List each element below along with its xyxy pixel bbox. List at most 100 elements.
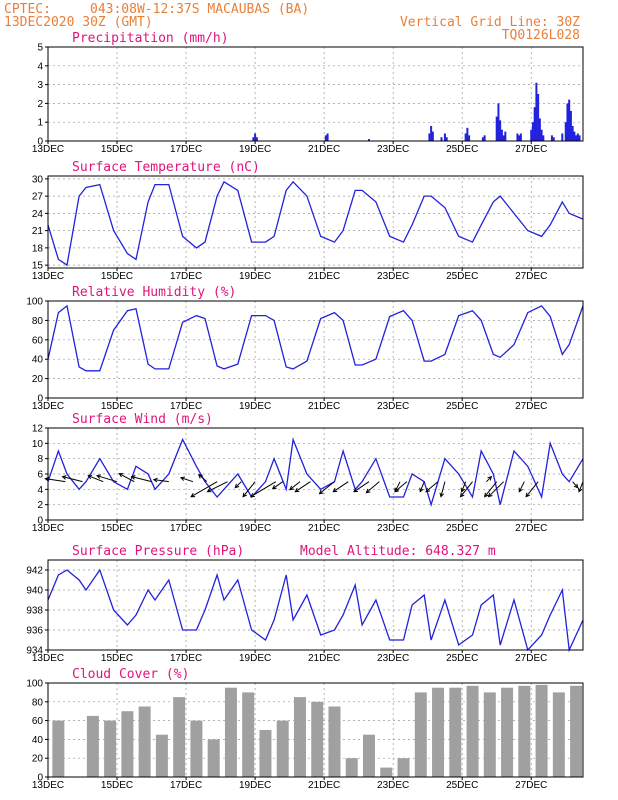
bar [540,129,543,141]
panel-pressure: 934 936 938 940 942 13DEC 15DEC 17DEC 19DEC 21DEC… [26,544,584,664]
panel-title: Relative Humidity (%) [72,285,236,300]
x-tick-label: 23DEC [377,271,409,282]
x-tick-label: 17DEC [170,401,202,412]
panel-title: Surface Temperature (nC) [72,160,260,175]
x-tick-label: 25DEC [446,271,478,282]
bar [328,706,341,777]
x-tick-label: 21DEC [308,780,340,791]
wind-arrow [250,481,277,498]
x-tick-label: 19DEC [239,401,271,412]
y-tick-label: 10 [32,439,44,450]
wind-arrow-head [487,475,493,481]
bar [535,684,548,777]
wind-arrow [207,481,228,493]
bar [324,135,327,141]
wind-arrow-head [179,476,185,481]
bar [571,125,574,141]
wind-arrow-head [61,475,67,480]
wind-arrow-head [487,492,493,498]
wind-arrow-head [242,492,247,498]
wind-arrow-head [271,484,277,490]
wind-arrow [461,481,467,492]
x-tick-label: 13DEC [32,780,64,791]
wind-arrow [88,475,104,483]
bar [518,135,521,141]
bar [363,734,375,777]
bar [499,120,502,141]
x-tick-label: 23DEC [377,144,409,155]
x-tick-label: 15DEC [101,401,133,412]
y-tick-label: 2 [37,99,43,110]
y-tick-label: 940 [26,586,43,597]
x-tick-label: 15DEC [101,780,133,791]
y-tick-label: 60 [32,716,44,727]
wind-arrow [153,479,169,483]
bar [121,711,134,777]
bar [538,118,541,141]
x-tick-label: 23DEC [377,401,409,412]
wind-arrow [45,478,66,483]
x-tick-label: 17DEC [170,523,202,534]
bar [190,720,203,777]
wind-arrow [518,481,525,492]
y-tick-label: 0 [37,773,43,784]
wind-arrow [198,474,208,483]
bar [428,133,431,141]
bar [445,137,448,141]
y-tick-label: 942 [26,566,43,577]
x-tick-label: 25DEC [446,653,478,664]
x-tick-label: 21DEC [308,144,340,155]
wind-arrow-head [394,487,399,493]
y-tick-label: 40 [32,735,44,746]
bar [104,720,117,777]
wind-arrow-head [425,487,431,493]
x-tick-label: 17DEC [170,144,202,155]
bar [500,129,503,141]
wind-arrow [131,476,152,483]
y-tick-label: 21 [32,226,44,237]
y-tick-label: 20 [32,754,44,765]
panel-title: Surface Wind (m/s) [72,412,213,427]
x-tick-label: 15DEC [101,653,133,664]
wind-arrow [572,481,579,488]
wind-arrow [333,481,349,493]
bar [564,122,567,141]
x-tick-label: 13DEC [32,401,64,412]
bar [533,107,536,141]
x-tick-label: 15DEC [101,144,133,155]
panel-rh: 0 20 40 60 80 100 13DEC 15DEC 17DEC 19DEC 21DEC 23D… [26,285,584,412]
bar [432,687,445,777]
bar [531,122,534,141]
wind-arrow [525,481,539,497]
x-tick-label: 23DEC [377,780,409,791]
wind-arrow [242,481,256,497]
bar [537,94,540,141]
bar [397,758,410,777]
y-tick-label: 4 [37,61,43,72]
x-tick-label: 25DEC [446,144,478,155]
bar [518,685,531,777]
bar [502,135,505,141]
x-tick-label: 13DEC [32,144,64,155]
panel-frame [47,46,584,142]
wind-arrow-head [459,492,465,498]
wind-arrow [488,481,504,498]
wind-arrow-head [289,485,294,491]
wind-arrow-head [460,487,466,493]
bar [578,135,581,141]
bar [254,133,257,141]
wind-arrow-head [439,492,445,498]
wind-arrow-head [525,492,531,498]
wind-arrow-head [249,492,255,498]
bar [530,129,533,141]
wind-arrow [190,481,218,498]
x-tick-label: 23DEC [377,653,409,664]
x-tick-label: 27DEC [515,401,547,412]
y-tick-label: 0 [37,516,43,527]
wind-arrow-head [484,492,489,498]
series-line [47,568,584,653]
wind-arrow [353,481,370,493]
wind-arrow [62,476,83,483]
wind-arrow-head [96,474,102,479]
